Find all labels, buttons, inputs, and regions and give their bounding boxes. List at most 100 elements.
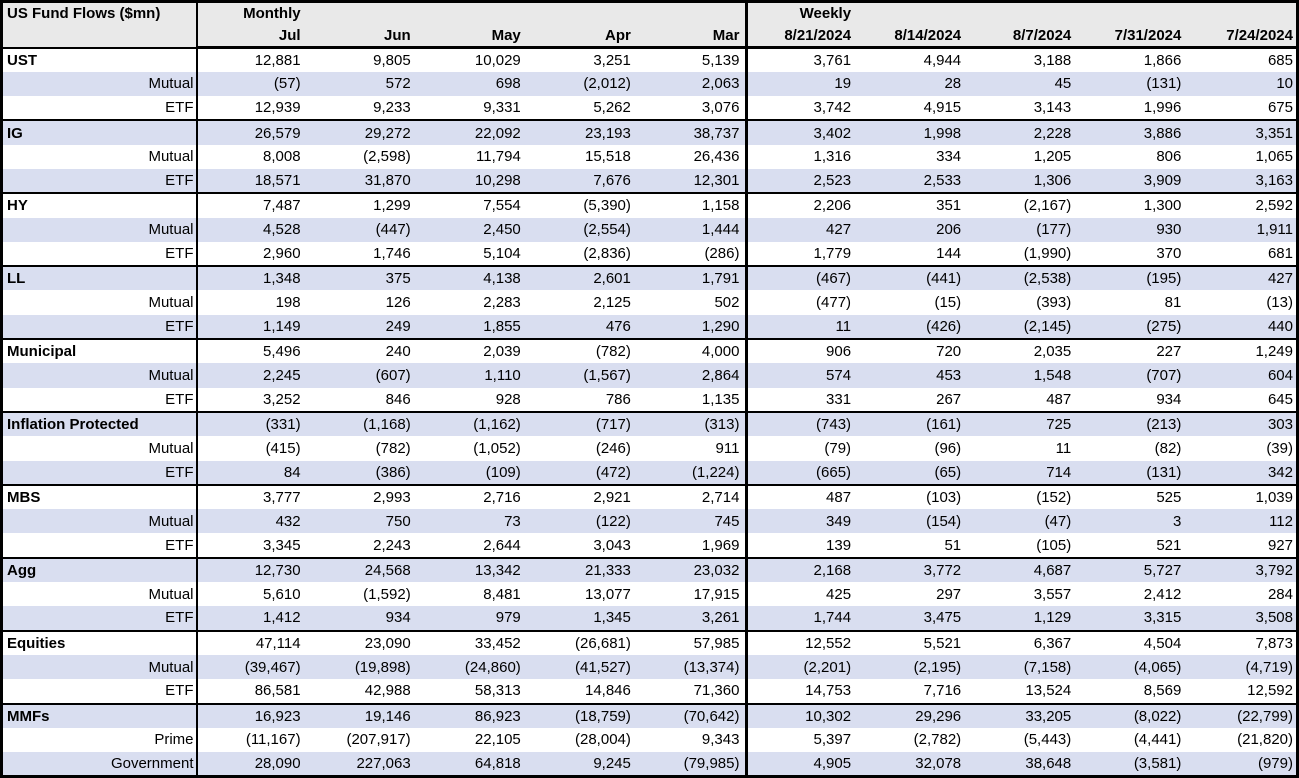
header-spacer [1077,1,1188,25]
data-cell: (386) [306,460,417,485]
data-cell: 930 [1077,217,1188,242]
row-label: ETF [1,168,198,194]
data-cell: (286) [704,245,740,263]
data-cell: (313) [636,410,747,437]
row-label: Mutual [1,71,198,97]
data-cell: 13,077 [584,585,631,603]
data-cell: 720 [857,338,968,364]
data-cell: 1,969 [701,536,740,554]
data-cell: (5,443) [1023,731,1072,749]
data-cell: 9,343 [701,731,740,749]
data-cell: 57,985 [636,629,747,655]
section-label-monthly: Monthly [196,1,307,25]
data-cell: 7,873 [1187,629,1298,655]
section-header-row: US Fund Flows ($mn) Monthly Weekly [1,1,1298,48]
data-cell: 12,552 [745,629,858,655]
row-label: Agg [1,556,198,583]
data-cell: (105) [1036,536,1072,554]
data-cell: 16,923 [196,702,307,728]
data-cell: 2,228 [967,119,1078,145]
data-cell: (11,167) [245,731,301,749]
data-cell: 906 [745,338,858,364]
data-cell: 58,313 [474,682,521,700]
data-cell: 9,245 [526,752,637,777]
data-cell: 4,528 [196,217,307,242]
table-row-etf-20: ETF 3,345 2,243 2,644 3,043 1,969 139 51 (105) 52… [1,533,1298,558]
table-row-mutual-25: Mutual (39,467) (19,898) (24,860) (41,527) (1… [1,654,1298,680]
data-cell: 2,533 [857,168,968,194]
data-cell: 2,864 [636,363,747,388]
data-cell: 934 [306,606,417,631]
data-cell: 8,008 [263,148,301,166]
data-cell: 11,794 [476,148,521,166]
data-cell: 3,076 [701,99,740,117]
row-label: Mutual [1,144,198,169]
data-cell: 4,944 [857,46,968,72]
data-cell: (447) [306,217,417,242]
data-cell: 1,135 [701,390,740,408]
column-header-8-7-2024: 8/7/2024 [967,24,1078,49]
data-cell: 2,601 [526,265,637,291]
data-cell: 342 [1187,460,1298,485]
data-cell: (131) [1077,71,1188,97]
table-row-etf-17: ETF 84 (386) (109) (472) (1,224) (665) (65) 714(… [1,460,1298,485]
row-label: MMFs [1,702,198,728]
data-cell: 249 [306,314,417,340]
data-cell: (177) [967,217,1078,242]
data-cell: 1,779 [745,241,858,267]
data-cell: 1,205 [1033,148,1072,166]
data-cell: 84 [196,460,307,485]
data-cell: (472) [526,460,637,485]
column-header-7-24-2024: 7/24/2024 [1187,24,1298,49]
table-row-mutual-16: Mutual (415) (782) (1,052) (246) 911 (79) (96) 1… [1,436,1298,461]
data-cell: (477) [745,290,858,315]
data-cell: 23,193 [526,119,637,145]
data-cell: (782) [375,439,411,457]
data-cell: 284 [1267,585,1293,603]
data-cell: 1,746 [373,245,411,263]
data-cell: 645 [1267,390,1293,408]
data-cell: (2,195) [857,654,968,680]
data-cell: (979) [1187,752,1298,777]
data-cell: 5,610 [263,585,301,603]
data-cell: 71,360 [693,682,740,700]
data-cell: 2,125 [593,294,631,312]
data-cell: 19,146 [306,702,417,728]
data-cell: 846 [385,390,411,408]
data-cell: 144 [936,245,962,263]
data-cell: 6,367 [967,629,1078,655]
data-cell: 3,188 [967,46,1078,72]
table-row-etf-5: ETF 18,571 31,870 10,298 7,676 12,301 2,523 2,5… [1,168,1298,194]
header-spacer [636,1,747,25]
data-cell: 26,436 [693,148,740,166]
data-cell: 370 [1156,245,1182,263]
column-header-7-31-2024: 7/31/2024 [1077,24,1188,49]
data-cell: 5,104 [483,245,521,263]
data-cell: 714 [967,460,1078,485]
data-cell: 29,296 [857,702,968,728]
row-label: ETF [1,387,198,412]
data-cell: (1,990) [1023,245,1072,263]
data-cell: (7,158) [967,654,1078,680]
data-cell: 9,331 [483,99,521,117]
data-cell: 28 [857,71,968,97]
column-header-8-21-2024: 8/21/2024 [745,24,858,49]
data-cell: 4,687 [967,556,1078,583]
row-label: ETF [1,314,198,340]
data-cell: 64,818 [416,752,527,777]
data-cell: 1,345 [526,606,637,631]
data-cell: 349 [745,509,858,534]
data-cell: 2,450 [416,217,527,242]
data-cell: 927 [1267,536,1293,554]
data-cell: 1,039 [1187,483,1298,510]
data-cell: 3,251 [526,46,637,72]
table-row-government-29: Government 28,090 227,063 64,818 9,245 (79,98… [1,752,1298,777]
data-cell: (2,836) [583,245,631,263]
data-cell: 12,592 [1247,682,1293,700]
data-cell: (415) [265,439,301,457]
data-cell: 2,206 [745,192,858,218]
data-cell: 139 [745,533,858,558]
data-cell: 73 [416,509,527,534]
data-cell: 18,571 [196,168,307,194]
